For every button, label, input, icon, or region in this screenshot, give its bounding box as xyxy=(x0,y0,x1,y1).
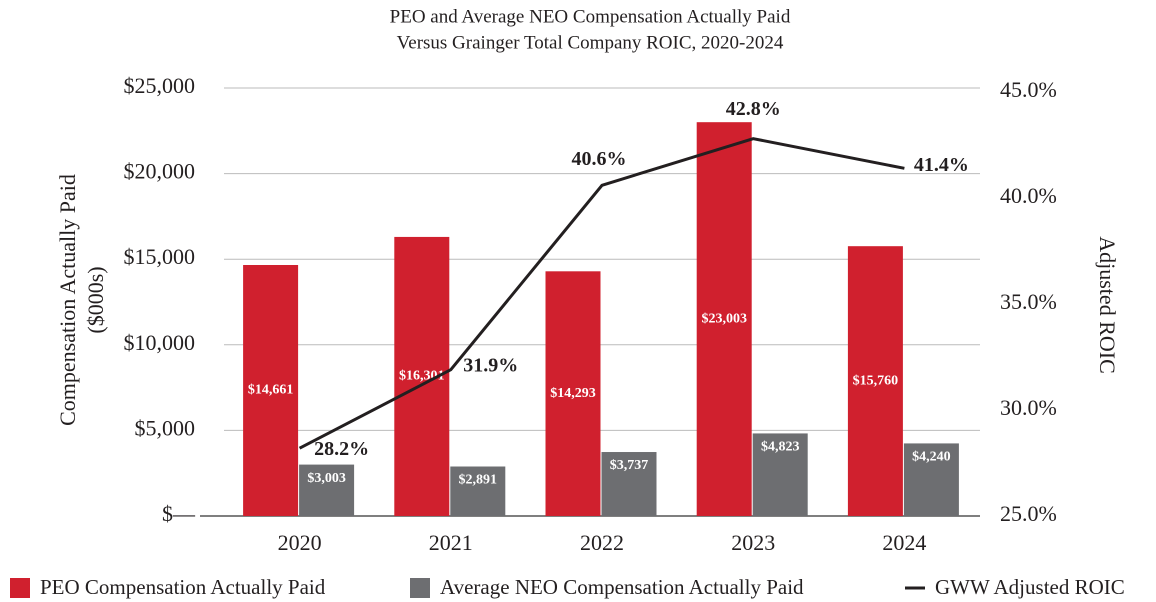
chart-title: PEO and Average NEO Compensation Actuall… xyxy=(390,6,791,27)
y-tick-label: $25,000 xyxy=(124,73,196,98)
data-label: $23,003 xyxy=(701,311,747,326)
bar xyxy=(752,433,808,516)
data-label: 31.9% xyxy=(463,354,518,376)
x-tick-label: 2021 xyxy=(429,530,473,555)
x-tick-label: 2022 xyxy=(580,530,624,555)
data-label: $15,760 xyxy=(853,373,899,388)
y2-tick-label: 30.0% xyxy=(1000,395,1057,420)
data-label: 40.6% xyxy=(572,148,627,170)
y-tick-label: $15,000 xyxy=(124,244,196,269)
data-label: $14,293 xyxy=(550,386,596,401)
x-tick-label: 2024 xyxy=(882,530,926,555)
data-label: 42.8% xyxy=(726,98,781,120)
bar xyxy=(450,466,506,516)
y2-tick-label: 40.0% xyxy=(1000,183,1057,208)
y-tick-label: $10,000 xyxy=(124,330,196,355)
x-tick-label: 2020 xyxy=(278,530,322,555)
y2-tick-label: 35.0% xyxy=(1000,289,1057,314)
bar xyxy=(847,246,903,517)
y2-tick-label: 45.0% xyxy=(1000,77,1057,102)
y2-tick-label: 25.0% xyxy=(1000,501,1057,526)
y-axis-label: Compensation Actually Paid xyxy=(55,174,80,426)
x-tick-label: 2023 xyxy=(731,530,775,555)
bar xyxy=(243,265,299,516)
bar xyxy=(299,464,355,516)
data-label: 28.2% xyxy=(314,438,369,460)
y2-axis-label: Adjusted ROIC xyxy=(1095,236,1120,374)
legend-swatch xyxy=(410,578,430,598)
data-label: $3,737 xyxy=(610,458,649,473)
data-label: 41.4% xyxy=(914,154,969,176)
data-label: $2,891 xyxy=(459,473,498,488)
y-tick-label: $5,000 xyxy=(135,415,196,440)
data-label: $4,823 xyxy=(761,440,800,455)
data-label: $4,240 xyxy=(912,450,951,465)
legend-swatch xyxy=(10,578,30,598)
bar xyxy=(601,452,657,516)
data-label: $3,003 xyxy=(307,471,346,486)
line xyxy=(298,137,905,450)
legend-label: GWW Adjusted ROIC xyxy=(935,575,1125,599)
y-tick-label: $— xyxy=(162,501,196,526)
legend-label: PEO Compensation Actually Paid xyxy=(40,575,326,599)
legend-label: Average NEO Compensation Actually Paid xyxy=(440,575,804,599)
y-axis-label: ($000s) xyxy=(83,266,108,333)
bar xyxy=(903,443,959,516)
y-tick-label: $20,000 xyxy=(124,159,196,184)
bar xyxy=(696,122,752,517)
bar xyxy=(545,271,601,516)
chart-title: Versus Grainger Total Company ROIC, 2020… xyxy=(397,32,784,53)
data-label: $14,661 xyxy=(248,383,294,398)
